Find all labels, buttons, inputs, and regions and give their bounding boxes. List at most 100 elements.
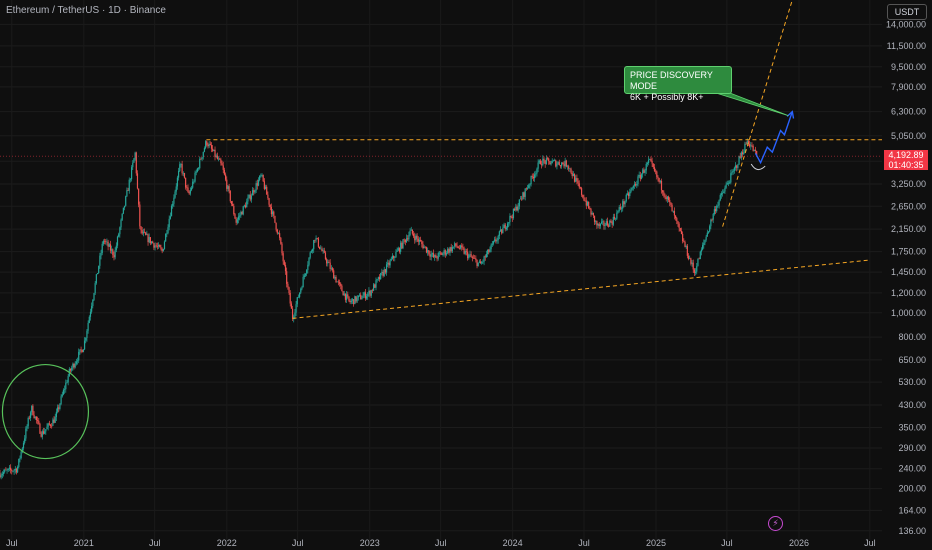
candle-body	[227, 186, 229, 189]
candle-body	[279, 233, 281, 238]
candle-body	[273, 211, 275, 216]
candle-body	[145, 232, 147, 236]
candle-body	[14, 468, 16, 471]
candle-body	[382, 271, 384, 276]
candle-body	[519, 198, 522, 200]
candle-body	[713, 209, 715, 215]
candle-body	[566, 166, 569, 167]
candle-body	[502, 227, 504, 234]
candle-body	[26, 426, 28, 429]
candle-body	[721, 193, 724, 194]
candle-body	[237, 216, 240, 220]
candle-body	[199, 158, 201, 169]
symbol-title[interactable]: Ethereum / TetherUS · 1D · Binance	[6, 5, 166, 16]
candle-body	[600, 221, 603, 224]
candle-body	[179, 164, 181, 171]
candle-body	[438, 252, 441, 254]
candle-body	[593, 215, 596, 222]
candle-body	[555, 160, 557, 167]
candle-body	[201, 157, 203, 160]
candle-body	[636, 183, 638, 186]
candle-body	[61, 394, 63, 397]
candle-body	[604, 225, 606, 227]
candle-body	[99, 255, 101, 266]
candle-body	[147, 234, 149, 243]
candle-body	[362, 295, 364, 299]
candle-body	[160, 247, 162, 249]
candle-body	[430, 254, 432, 257]
candle-body	[31, 405, 33, 413]
candle-body	[542, 158, 544, 166]
candle-body	[365, 296, 368, 299]
candle-body	[71, 367, 73, 371]
y-tick-label: 9,500.00	[891, 62, 926, 72]
candle-body	[116, 236, 119, 246]
candle-body	[188, 192, 190, 194]
candle-body	[510, 215, 512, 218]
candle-body	[491, 243, 493, 245]
candle-body	[45, 429, 47, 432]
candle-body	[422, 243, 424, 249]
candle-body	[5, 469, 7, 471]
candle-body	[32, 405, 34, 415]
price-discovery-callout[interactable]: PRICE DISCOVERY MODE 6K + Possibly 8K+	[624, 66, 732, 102]
candle-body	[9, 467, 12, 470]
candle-body	[590, 209, 592, 215]
candle-body	[551, 160, 553, 164]
candle-body	[536, 168, 538, 174]
candle-body	[499, 229, 502, 232]
candle-body	[321, 248, 323, 252]
candle-body	[727, 183, 730, 184]
candle-body	[705, 236, 707, 240]
candle-body	[244, 205, 247, 208]
candle-body	[745, 143, 747, 145]
candle-body	[667, 196, 670, 201]
candle-body	[367, 293, 369, 297]
candle-body	[543, 158, 545, 161]
candle-body	[11, 469, 13, 472]
candle-body	[732, 170, 734, 173]
candle-body	[134, 152, 136, 159]
candle-body	[753, 149, 755, 151]
candle-body	[730, 173, 732, 183]
time-axis[interactable]: Jul 2021 Jul 2022 Jul 2023 Jul 2024 Jul 2025 Jul 20…	[6, 538, 876, 548]
candle-body	[553, 160, 556, 161]
candle-body	[680, 230, 683, 234]
candle-body	[154, 245, 156, 248]
y-tick-label: 650.00	[898, 355, 926, 365]
candle-body	[703, 242, 705, 245]
candle-body	[53, 419, 55, 423]
candle-body	[619, 207, 621, 209]
candle-body	[746, 141, 748, 145]
candle-body	[411, 229, 414, 234]
candle-body	[277, 233, 280, 234]
x-tick-label: Jul	[864, 538, 876, 548]
candle-body	[751, 145, 753, 147]
candle-body	[341, 285, 343, 292]
candle-body	[622, 201, 624, 209]
candle-body	[322, 250, 324, 252]
lightning-icon[interactable]: ⚡	[768, 516, 783, 531]
candle-body	[407, 238, 409, 240]
candle-body	[323, 250, 325, 253]
candle-body	[577, 180, 579, 184]
candle-body	[282, 253, 284, 262]
candle-body	[378, 277, 381, 280]
candle-body	[640, 174, 643, 179]
candle-body	[92, 299, 94, 307]
candle-body	[699, 251, 701, 260]
candle-body	[464, 250, 466, 254]
candle-body	[358, 294, 361, 296]
candle-body	[495, 239, 497, 242]
drawing-annotations	[0, 0, 882, 460]
currency-badge[interactable]: USDT	[887, 4, 927, 20]
candle-body	[51, 425, 53, 427]
candle-body	[247, 197, 249, 202]
candle-body	[182, 172, 184, 174]
candle-body	[327, 261, 329, 264]
candle-body	[576, 178, 578, 181]
candle-body	[477, 262, 479, 267]
candle-body	[87, 322, 89, 331]
candle-body	[518, 199, 520, 207]
